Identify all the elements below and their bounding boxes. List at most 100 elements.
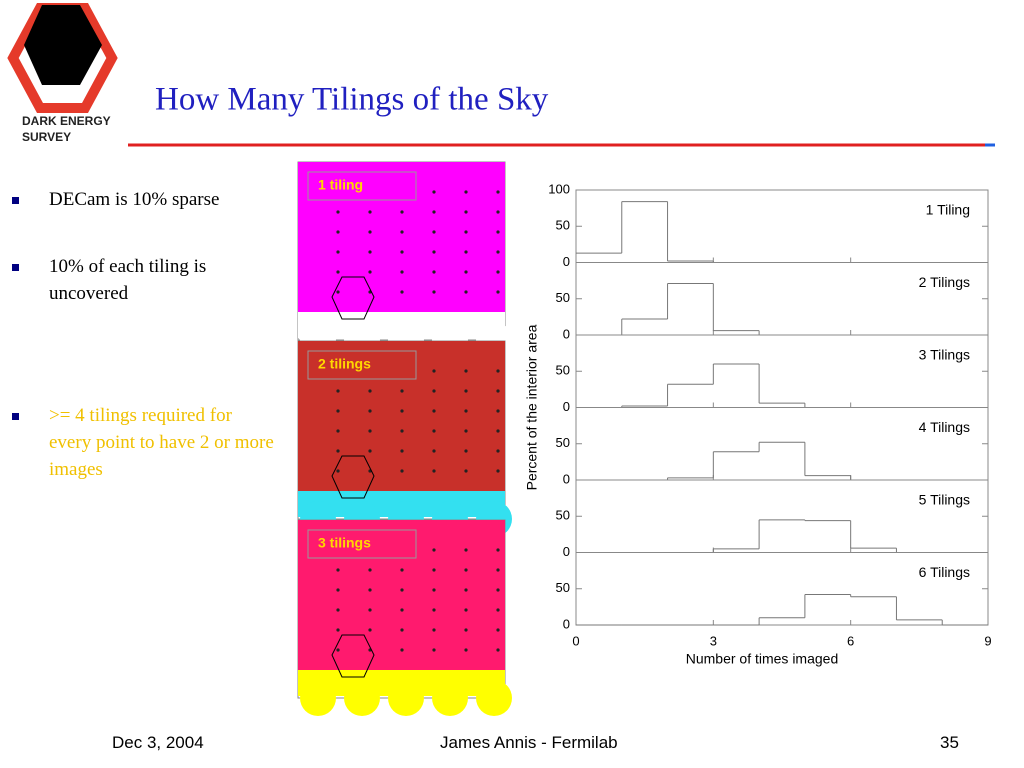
image-dot [336,270,340,274]
image-dot [368,628,372,632]
y-tick-label: 0 [563,544,570,559]
bullet-mark [12,413,19,420]
image-dot [496,548,500,552]
y-tick-label: 50 [556,363,570,378]
y-tick-label: 50 [556,290,570,305]
panel-title: 4 Tilings [919,419,970,435]
image-dot [432,230,436,234]
image-dot [464,588,468,592]
image-dot [400,290,404,294]
image-dot [464,648,468,652]
image-dot [336,290,340,294]
image-dot [432,449,436,453]
image-dot [400,449,404,453]
image-hexagon [331,634,375,678]
image-label: 1 tiling [318,177,363,193]
image-dot [464,250,468,254]
image-dot [368,429,372,433]
footer-date: Dec 3, 2004 [112,733,204,752]
y-tick-label: 0 [563,254,570,269]
panel-title: 6 Tilings [919,564,970,580]
image-dot [496,230,500,234]
image-dot [368,230,372,234]
image-dot [464,290,468,294]
image-dot [368,608,372,612]
image-dot [336,469,340,473]
y-tick-label: 50 [556,435,570,450]
image-dot [464,608,468,612]
image-dot [432,270,436,274]
y-tick-label: 0 [563,616,570,631]
panel-title: 3 Tilings [919,347,970,363]
image-dot [496,250,500,254]
image-dot [336,250,340,254]
image-dot [496,469,500,473]
image-dot [432,648,436,652]
image-dot [368,568,372,572]
image-dot [432,628,436,632]
image-dot [496,648,500,652]
image-dot [464,568,468,572]
image-dot [368,389,372,393]
y-tick-label: 50 [556,508,570,523]
footer-page: 35 [940,733,959,752]
x-tick-label: 6 [847,633,854,648]
image-dot [400,250,404,254]
histograms: 0 50 100 1 Tiling 0 50 2 Tilings 0 50 3 Tilings 0 5… [524,181,992,666]
image-dot [464,389,468,393]
image-label-box [307,350,417,380]
bullet: DECam is 10% sparse [49,189,220,210]
image-dot [336,588,340,592]
image-scallop [388,680,424,716]
image-dot [464,190,468,194]
image-dot [496,290,500,294]
image-dot [368,588,372,592]
image-dot [496,210,500,214]
image-dot [464,469,468,473]
footer-author: James Annis - Fermilab [440,733,618,752]
image-dot [464,628,468,632]
image-dot [400,588,404,592]
image-dot [400,648,404,652]
logo-sky [24,5,102,85]
image-dot [368,409,372,413]
image-dot [464,369,468,373]
image-scallop [476,680,512,716]
logo-ring [7,3,118,113]
image-dot [496,568,500,572]
image-dot [496,429,500,433]
image-dot [496,628,500,632]
image-dot [400,409,404,413]
panel-title: 2 Tilings [919,274,970,290]
image-dot [400,469,404,473]
image-dot [336,409,340,413]
image-dot [496,449,500,453]
image-dot [432,568,436,572]
image-dot [400,568,404,572]
image-dot [496,190,500,194]
y-tick-label: 0 [563,326,570,341]
y-tick-label: 100 [548,181,570,196]
image-dot [336,230,340,234]
image-dot [400,628,404,632]
image-dot [464,230,468,234]
image-dot [336,648,340,652]
image-dot [432,389,436,393]
image-label-box [307,171,417,201]
image-dot [400,230,404,234]
image-dot [400,389,404,393]
x-tick-label: 3 [710,633,717,648]
tiling-images: 1 tiling 2 tilings 3 tilings [297,161,512,716]
bullet-mark [12,264,19,271]
image-dot [336,568,340,572]
x-tick-label: 9 [984,633,991,648]
image-dot [400,429,404,433]
image-dot [336,608,340,612]
bullet: >= 4 tilings required for every point to… [49,405,274,480]
image-dot [464,210,468,214]
image-dot [432,290,436,294]
image-dot [464,548,468,552]
image-dot [432,429,436,433]
